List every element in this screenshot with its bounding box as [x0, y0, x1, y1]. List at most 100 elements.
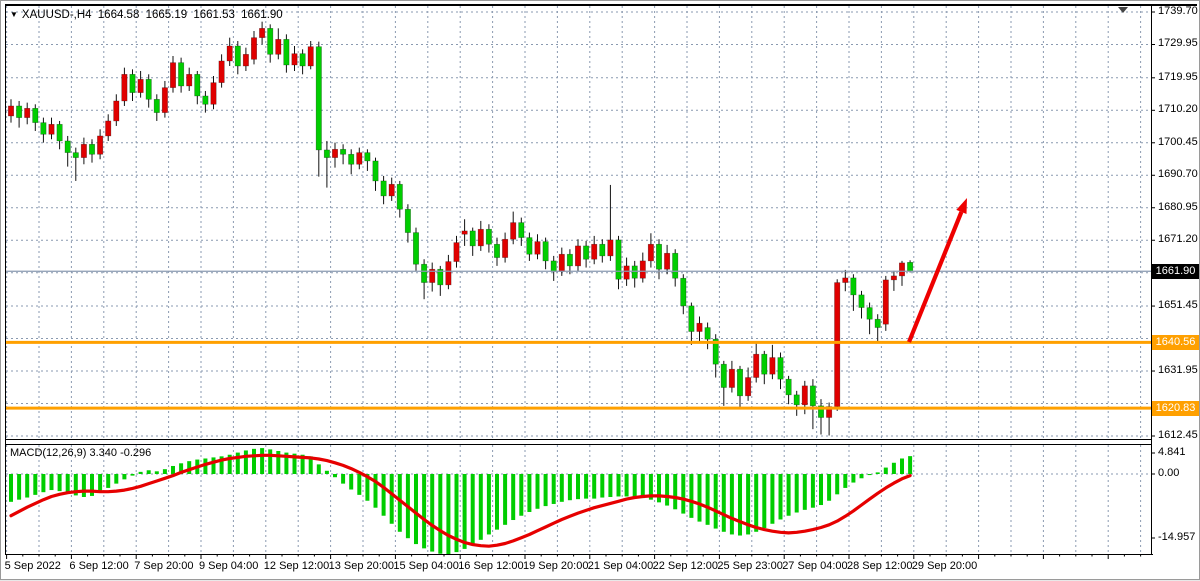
bear-candle — [550, 260, 557, 272]
bear-candle — [364, 152, 371, 162]
bull-candle — [769, 357, 776, 375]
bull-candle — [186, 74, 193, 87]
bear-candle — [777, 357, 784, 380]
price-axis[interactable] — [1152, 5, 1200, 554]
macd-bar — [65, 474, 70, 494]
macd-bar — [235, 452, 240, 474]
macd-bar — [527, 474, 532, 512]
macd-bar — [81, 474, 86, 498]
bull-candle — [80, 143, 87, 158]
bull-candle — [834, 282, 841, 407]
bull-candle — [210, 82, 217, 105]
macd-bar — [867, 474, 872, 476]
bull-candle — [453, 242, 460, 262]
macd-bar — [114, 474, 119, 484]
macd-bar — [478, 474, 483, 540]
bear-candle — [396, 183, 403, 210]
bull-candle — [558, 253, 565, 272]
macd-bar — [819, 474, 823, 506]
symbol-dropdown-icon: ▼ — [10, 10, 18, 19]
bear-candle — [145, 79, 152, 100]
bear-candle — [874, 318, 881, 328]
price-axis-label: 1700.45 — [1158, 135, 1198, 148]
bull-candle — [137, 79, 144, 93]
bear-candle — [348, 153, 355, 165]
bear-candle — [283, 39, 290, 66]
macd-bar — [778, 474, 783, 520]
bear-candle — [866, 307, 873, 320]
price-axis-label: 1690.70 — [1158, 168, 1198, 181]
bear-candle — [412, 232, 419, 265]
bear-candle — [72, 152, 79, 158]
trend-arrow-head[interactable] — [956, 198, 967, 214]
price-axis-label: 1671.20 — [1158, 233, 1198, 246]
macd-bar — [827, 474, 832, 501]
macd-bar — [875, 472, 880, 474]
macd-bar — [900, 458, 904, 474]
time-axis[interactable] — [5, 555, 1151, 579]
bull-candle — [170, 62, 177, 88]
ohlc-low: 1661.53 — [193, 9, 235, 21]
bear-candle — [64, 140, 71, 153]
trend-arrow-shaft[interactable] — [907, 211, 964, 343]
macd-bar — [689, 474, 694, 518]
level-price-badge: 1640.56 — [1152, 334, 1199, 350]
macd-bar — [106, 474, 111, 488]
macd-bar — [802, 474, 807, 510]
macd-bar — [640, 474, 645, 499]
bull-candle — [429, 268, 436, 283]
bear-candle — [809, 385, 816, 407]
macd-bar — [843, 474, 848, 488]
bear-candle — [680, 277, 687, 307]
bull-candle — [477, 228, 484, 247]
macd-bar — [57, 474, 62, 492]
bear-candle — [178, 62, 185, 87]
bull-candle — [97, 135, 104, 155]
chart-frame — [5, 4, 1197, 555]
bull-candle — [218, 60, 225, 83]
macd-bar — [17, 474, 22, 500]
macd-signal-value: -0.296 — [120, 447, 152, 459]
bear-candle — [404, 208, 411, 233]
macd-bar — [883, 467, 888, 474]
bear-candle — [793, 394, 800, 406]
macd-histogram — [9, 448, 913, 555]
macd-bar — [292, 453, 297, 474]
axis-ticks — [6, 11, 1155, 559]
macd-axis-label: 4.841 — [1158, 446, 1186, 458]
macd-bar — [511, 474, 516, 521]
macd-bar — [41, 474, 46, 493]
bull-candle — [105, 120, 112, 137]
bear-candle — [340, 148, 347, 155]
macd-bar — [268, 449, 273, 474]
time-axis-label: 19 Sep 20:00 — [523, 560, 589, 572]
macd-bar — [154, 471, 159, 474]
macd-axis-label: -14.957 — [1158, 531, 1196, 543]
chart-shift-marker-icon[interactable] — [1118, 7, 1128, 13]
macd-bar — [762, 474, 767, 529]
bull-candle — [623, 265, 630, 280]
macd-bar — [308, 456, 313, 474]
bull-candle — [801, 385, 808, 406]
macd-bar — [908, 456, 913, 474]
macd-main-value: 3.340 — [89, 447, 118, 459]
bear-candle — [518, 222, 525, 238]
bear-candle — [493, 243, 500, 258]
bear-candle — [785, 378, 792, 396]
bear-candle — [761, 353, 768, 375]
price-axis-label: 1710.20 — [1158, 103, 1198, 116]
macd-bar — [430, 474, 435, 552]
macd-bar — [624, 474, 629, 497]
macd-bar — [535, 474, 540, 509]
bear-candle — [315, 46, 322, 151]
price-axis-label: 1680.95 — [1158, 200, 1198, 213]
macd-bar — [422, 474, 427, 549]
macd-bar — [786, 474, 791, 516]
macd-bar — [810, 474, 815, 508]
macd-bar — [227, 454, 232, 474]
bear-candle — [704, 327, 711, 340]
time-axis-label: 15 Sep 04:00 — [393, 560, 459, 572]
bear-candle — [907, 262, 914, 272]
